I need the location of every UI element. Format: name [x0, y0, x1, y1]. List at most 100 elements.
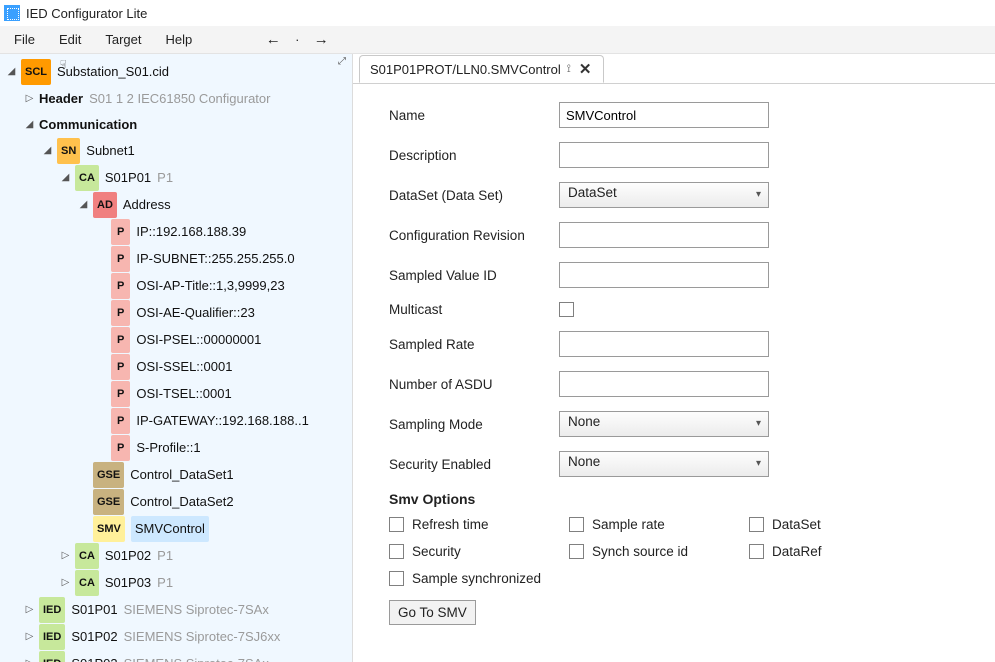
- tree-label: OSI-AP-Title::1,3,9999,23: [136, 274, 284, 298]
- close-icon[interactable]: ✕: [577, 60, 594, 78]
- menu-help[interactable]: Help: [156, 28, 203, 51]
- tab-smvcontrol[interactable]: S01P01PROT/LLN0.SMVControl ⟟ ✕: [359, 55, 604, 83]
- caret-icon[interactable]: ◢: [6, 60, 17, 84]
- menu-target[interactable]: Target: [95, 28, 151, 51]
- tree-communication[interactable]: ◢ Communication: [22, 113, 139, 137]
- tree-label: OSI-PSEL::00000001: [136, 328, 261, 352]
- tree-label: S01P03: [105, 571, 151, 595]
- tree-ca1[interactable]: ◢ CA S01P01 P1: [58, 165, 175, 191]
- checkbox-sample[interactable]: [569, 517, 584, 532]
- tree-ca3[interactable]: ▷CAS01P03P1: [58, 570, 175, 596]
- caret-icon[interactable]: ◢: [42, 139, 53, 163]
- tag-p: P: [111, 354, 130, 380]
- select-secena[interactable]: None: [559, 451, 769, 477]
- nav-forward-button[interactable]: →: [308, 29, 334, 50]
- pane-collapse-icon[interactable]: ⤢: [338, 56, 346, 67]
- caret-icon[interactable]: ◢: [24, 113, 35, 137]
- cursor-icon: ☟: [60, 58, 67, 71]
- tree-p-item[interactable]: .PIP-GATEWAY::192.168.188..1: [94, 408, 311, 434]
- checkbox-security[interactable]: [389, 544, 404, 559]
- checkbox-dataref[interactable]: [749, 544, 764, 559]
- go-to-smv-button[interactable]: Go To SMV: [389, 600, 476, 625]
- tree-address[interactable]: ◢ AD Address: [76, 192, 173, 218]
- checkbox-samplesync[interactable]: [389, 571, 404, 586]
- tag-scl: SCL: [21, 59, 51, 85]
- label-dataset: DataSet (Data Set): [389, 188, 559, 203]
- section-smvoptions: Smv Options: [389, 491, 971, 507]
- tag-ied: IED: [39, 597, 65, 623]
- opt-label: DataSet: [772, 517, 821, 532]
- tree-sublabel: SIEMENS Siprotec-7SJ6xx: [124, 625, 281, 649]
- checkbox-multicast[interactable]: [559, 302, 574, 317]
- caret-icon[interactable]: ▷: [24, 598, 35, 622]
- tree-p-item[interactable]: .POSI-AE-Qualifier::23: [94, 300, 257, 326]
- tree-p-item[interactable]: .POSI-AP-Title::1,3,9999,23: [94, 273, 287, 299]
- opt-label: DataRef: [772, 544, 822, 559]
- caret-icon[interactable]: ◢: [60, 166, 71, 190]
- checkbox-synchsrc[interactable]: [569, 544, 584, 559]
- tree-subnet[interactable]: ◢ SN Subnet1: [40, 138, 137, 164]
- tree-label: IP::192.168.188.39: [136, 220, 246, 244]
- label-smprate: Sampled Rate: [389, 337, 559, 352]
- input-svid[interactable]: [559, 262, 769, 288]
- nav-back-button[interactable]: ←: [260, 29, 286, 50]
- app-title: IED Configurator Lite: [26, 6, 147, 21]
- tree-pane: ☟ ⤢ ◢ SCL Substation_S01.cid ▷: [0, 54, 353, 662]
- caret-icon[interactable]: ▷: [24, 87, 35, 111]
- tree-p-item[interactable]: .POSI-TSEL::0001: [94, 381, 234, 407]
- smv-options: Refresh time Sample rate DataSet Securit…: [389, 517, 971, 586]
- label-smpmod: Sampling Mode: [389, 417, 559, 432]
- pin-icon[interactable]: ⟟: [567, 63, 571, 76]
- caret-icon[interactable]: ◢: [78, 193, 89, 217]
- tree-label: S01P01: [105, 166, 151, 190]
- tab-title: S01P01PROT/LLN0.SMVControl: [370, 62, 561, 77]
- input-smprate[interactable]: [559, 331, 769, 357]
- tree-ca2[interactable]: ▷CAS01P02P1: [58, 543, 175, 569]
- tree-root[interactable]: ◢ SCL Substation_S01.cid: [4, 59, 171, 85]
- tree-p-item[interactable]: .PIP-SUBNET::255.255.255.0: [94, 246, 297, 272]
- menu-edit[interactable]: Edit: [49, 28, 91, 51]
- tag-ad: AD: [93, 192, 117, 218]
- tree-p-item[interactable]: .POSI-SSEL::0001: [94, 354, 234, 380]
- tree-p-item[interactable]: .PIP::192.168.188.39: [94, 219, 248, 245]
- tree-gse1[interactable]: .GSEControl_DataSet1: [76, 462, 236, 488]
- tree-label: S01P03: [71, 652, 117, 662]
- caret-icon[interactable]: ▷: [24, 625, 35, 649]
- label-multicast: Multicast: [389, 302, 559, 317]
- tree-label: S01P01: [71, 598, 117, 622]
- menu-file[interactable]: File: [4, 28, 45, 51]
- caret-icon[interactable]: ▷: [60, 544, 71, 568]
- tag-gse: GSE: [93, 462, 124, 488]
- tree-p-item[interactable]: .PS-Profile::1: [94, 435, 203, 461]
- caret-icon[interactable]: ▷: [24, 652, 35, 662]
- checkbox-refresh[interactable]: [389, 517, 404, 532]
- input-nasdu[interactable]: [559, 371, 769, 397]
- opt-label: Synch source id: [592, 544, 688, 559]
- tree-gse2[interactable]: .GSEControl_DataSet2: [76, 489, 236, 515]
- tree-smv[interactable]: .SMVSMVControl: [76, 516, 211, 542]
- tree-ied3[interactable]: ▷IEDS01P03SIEMENS Siprotec-7SAx: [22, 651, 271, 662]
- menubar: File Edit Target Help ← · →: [0, 26, 995, 54]
- tree-header[interactable]: ▷ Header S01 1 2 IEC61850 Configurator: [22, 87, 272, 111]
- tree-label: OSI-TSEL::0001: [136, 382, 231, 406]
- caret-icon[interactable]: ▷: [60, 571, 71, 595]
- titlebar: IED Configurator Lite: [0, 0, 995, 26]
- select-smpmod[interactable]: None: [559, 411, 769, 437]
- tag-p: P: [111, 246, 130, 272]
- tree-label: Control_DataSet1: [130, 463, 233, 487]
- tree-label: OSI-AE-Qualifier::23: [136, 301, 255, 325]
- tree-label: Substation_S01.cid: [57, 60, 169, 84]
- tree-p-item[interactable]: .POSI-PSEL::00000001: [94, 327, 263, 353]
- checkbox-dset[interactable]: [749, 517, 764, 532]
- opt-label: Refresh time: [412, 517, 489, 532]
- tree-ied1[interactable]: ▷IEDS01P01SIEMENS Siprotec-7SAx: [22, 597, 271, 623]
- tag-ca: CA: [75, 543, 99, 569]
- tag-p: P: [111, 381, 130, 407]
- input-description[interactable]: [559, 142, 769, 168]
- input-name[interactable]: [559, 102, 769, 128]
- tabstrip: S01P01PROT/LLN0.SMVControl ⟟ ✕: [353, 54, 995, 84]
- select-dataset[interactable]: DataSet: [559, 182, 769, 208]
- tree-label: OSI-SSEL::0001: [136, 355, 232, 379]
- tree-ied2[interactable]: ▷IEDS01P02SIEMENS Siprotec-7SJ6xx: [22, 624, 282, 650]
- input-confrev[interactable]: [559, 222, 769, 248]
